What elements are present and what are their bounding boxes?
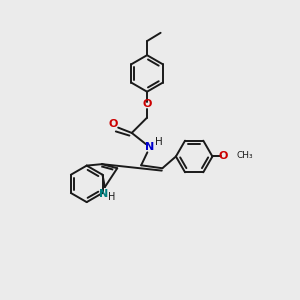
Text: CH₃: CH₃ [237,152,253,160]
Text: O: O [108,119,118,129]
Text: N: N [145,142,154,152]
Text: H: H [108,192,115,203]
Text: O: O [142,99,152,110]
Text: O: O [219,152,228,161]
Text: N: N [99,189,109,199]
Text: H: H [155,137,163,147]
